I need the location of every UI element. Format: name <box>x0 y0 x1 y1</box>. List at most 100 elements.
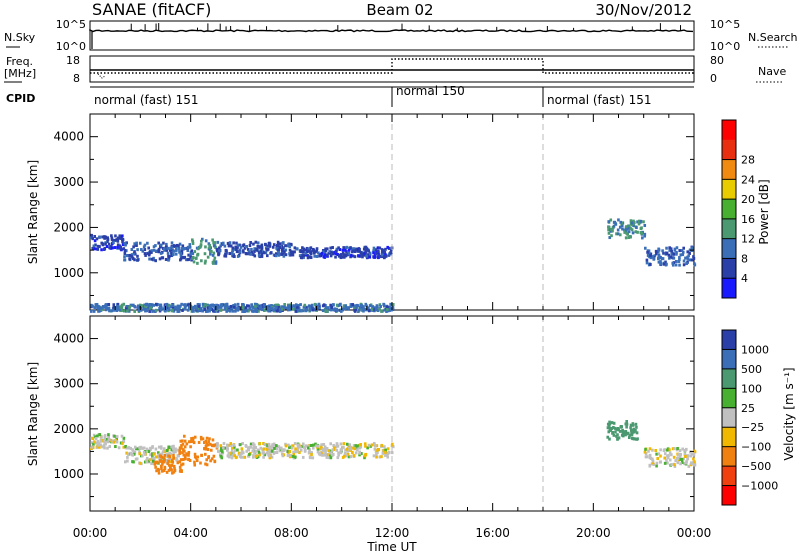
scatter-cell <box>254 446 258 450</box>
scatter-cell <box>157 445 161 449</box>
scatter-cell <box>623 431 626 435</box>
scatter-cell <box>167 454 170 458</box>
scatter-cell <box>372 308 376 312</box>
scatter-cell <box>607 220 611 224</box>
scatter-cell <box>136 258 140 262</box>
scatter-cell <box>193 250 197 254</box>
scatter-cell <box>673 464 677 468</box>
scatter-cell <box>161 469 164 473</box>
scatter-cell <box>340 255 344 259</box>
scatter-cell <box>121 441 124 445</box>
scatter-cell <box>692 449 696 453</box>
scatter-cell <box>157 250 161 254</box>
scatter-cell <box>332 453 335 457</box>
scatter-cell <box>184 457 187 461</box>
scatter-cell <box>341 248 345 252</box>
scatter-cell <box>241 309 244 313</box>
scatter-cell <box>220 303 224 307</box>
scatter-cell <box>249 252 253 256</box>
scatter-cell <box>116 245 119 249</box>
scatter-cell <box>322 255 326 259</box>
scatter-cell <box>232 445 236 449</box>
scatter-cell <box>614 222 618 226</box>
scatter-cell <box>271 245 275 249</box>
scatter-cell <box>353 306 356 310</box>
scatter-cell <box>154 244 157 248</box>
scatter-cell <box>339 451 343 455</box>
scatter-cell <box>241 451 245 455</box>
scatter-cell <box>213 256 217 260</box>
scatter-cell <box>344 304 348 308</box>
scatter-cell <box>672 252 676 256</box>
scatter-cell <box>375 455 378 459</box>
scatter-cell <box>190 249 193 253</box>
scatter-cell <box>269 251 273 255</box>
scatter-cell <box>92 244 96 248</box>
scatter-cell <box>121 240 124 244</box>
power-colorbar: 4 8 12 16 20 24 28 <box>721 119 755 299</box>
scatter-cell <box>659 448 662 452</box>
scatter-cell <box>681 250 685 254</box>
scatter-cell <box>277 253 281 257</box>
scatter-cell <box>346 449 349 453</box>
x-tick-label: 04:00 <box>173 526 208 540</box>
scatter-cell <box>93 247 97 251</box>
scatter-cell <box>289 303 292 307</box>
scatter-cell <box>671 263 675 267</box>
scatter-cell <box>191 252 195 256</box>
scatter-cell <box>312 443 315 447</box>
scatter-cell <box>351 446 354 450</box>
scatter-cell <box>350 247 354 251</box>
scatter-cell <box>252 253 255 257</box>
scatter-cell <box>211 309 215 313</box>
scatter-cell <box>274 254 278 258</box>
scatter-cell <box>224 252 227 256</box>
scatter-cell <box>377 447 381 451</box>
colorbar-frame <box>721 329 737 506</box>
scatter-cell <box>615 427 618 431</box>
beam-title: Beam 02 <box>366 1 433 19</box>
scatter-cell <box>170 251 173 255</box>
scatter-cell <box>120 434 124 438</box>
scatter-cell <box>108 444 112 448</box>
scatter-cell <box>188 440 191 444</box>
scatter-cell <box>113 246 117 250</box>
scatter-cell <box>336 304 340 308</box>
scatter-cell <box>138 303 142 307</box>
nave-tick-bottom: 0 <box>710 72 717 85</box>
nsky-trace <box>89 23 694 49</box>
scatter-cell <box>102 444 106 448</box>
scatter-cell <box>114 234 117 238</box>
y-tick-label: 3000 <box>53 175 84 189</box>
scatter-cell <box>274 451 277 455</box>
scatter-cell <box>177 448 180 452</box>
scatter-cell <box>181 442 185 446</box>
colorbar-swatch <box>722 446 736 467</box>
scatter-cell <box>384 448 387 452</box>
scatter-cell <box>119 245 122 249</box>
scatter-cell <box>281 249 284 253</box>
scatter-cell <box>201 437 205 441</box>
scatter-cell <box>203 447 206 451</box>
scatter-cell <box>321 452 324 456</box>
scatter-cell <box>356 444 359 448</box>
scatter-cell <box>186 308 190 312</box>
scatter-cell <box>248 244 252 248</box>
scatter-cell <box>657 253 661 257</box>
scatter-cell <box>152 248 156 252</box>
scatter-cell <box>227 308 230 312</box>
scatter-cell <box>612 425 615 429</box>
scatter-cell <box>635 431 639 435</box>
scatter-cell <box>225 443 229 447</box>
scatter-cell <box>219 244 223 248</box>
scatter-cell <box>216 445 219 449</box>
scatter-cell <box>241 244 245 248</box>
scatter-cell <box>291 444 295 448</box>
scatter-cell <box>298 450 301 454</box>
scatter-cell <box>125 451 128 455</box>
scatter-cell <box>661 257 665 261</box>
scatter-cell <box>268 306 271 310</box>
scatter-cell <box>275 451 279 455</box>
scatter-cell <box>324 306 328 310</box>
scatter-cell <box>172 447 175 451</box>
